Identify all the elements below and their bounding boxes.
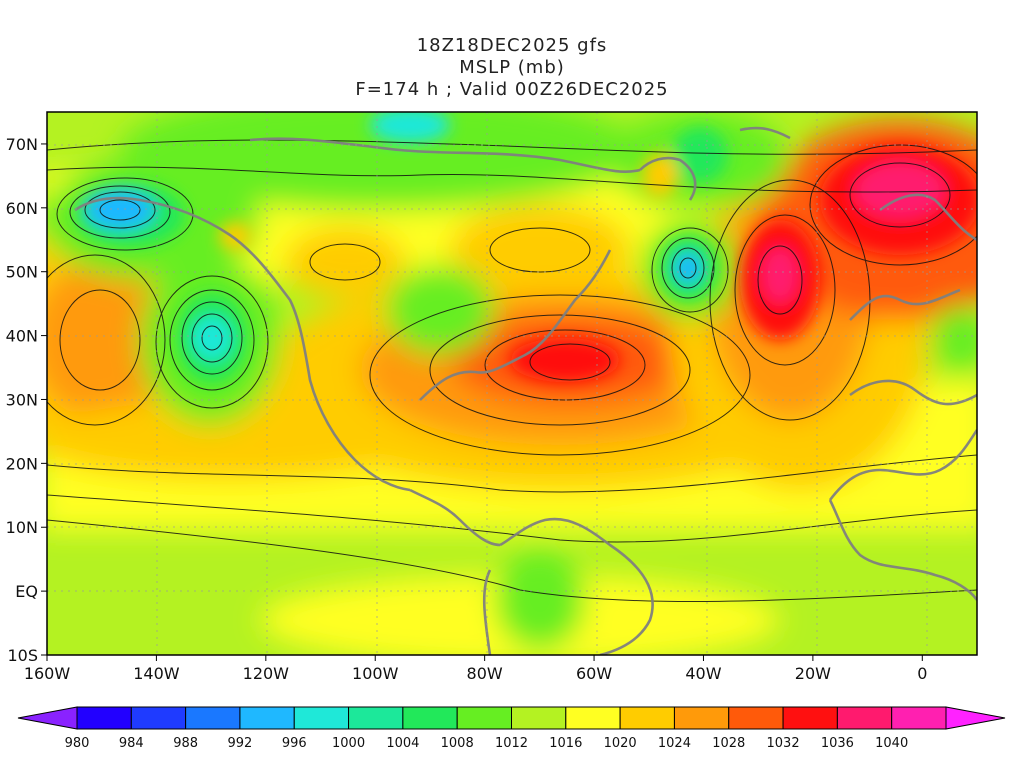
colorbar-swatch: [185, 706, 241, 730]
colorbar-swatch: [511, 706, 567, 730]
colorbar-under-arrow: [17, 706, 78, 730]
colorbar-swatch: [891, 706, 947, 730]
colorbar-swatch: [836, 706, 893, 730]
colorbar-swatch: [782, 706, 838, 730]
lat-label: 30N: [6, 390, 38, 409]
lon-label: 0: [917, 664, 927, 683]
colorbar-swatch: [402, 706, 458, 730]
lat-label: 50N: [6, 263, 38, 282]
lat-label: 70N: [6, 135, 38, 154]
colorbar-swatch: [348, 706, 404, 730]
colorbar-label: 1004: [386, 736, 419, 751]
colorbar-label: 1016: [549, 736, 582, 751]
colorbar-swatch: [728, 706, 784, 730]
colorbar-label: 1020: [604, 736, 637, 751]
colorbar-label: 984: [119, 736, 144, 751]
colorbar-label: 992: [228, 736, 253, 751]
lon-label: 80W: [467, 664, 503, 683]
lon-label: 20W: [795, 664, 831, 683]
colorbar-label: 980: [65, 736, 90, 751]
title-variable: MSLP (mb): [459, 57, 565, 78]
colorbar-label: 996: [282, 736, 307, 751]
colorbar-over-arrow: [945, 706, 1006, 730]
lon-label: 100W: [352, 664, 399, 683]
title-valid: F=174 h ; Valid 00Z26DEC2025: [355, 79, 669, 100]
colorbar-swatch: [456, 706, 512, 730]
pressure-field: [47, 112, 977, 655]
colorbar-swatch: [565, 706, 621, 730]
colorbar-label: 1032: [767, 736, 800, 751]
colorbar-label: 1036: [821, 736, 854, 751]
title-run: 18Z18DEC2025 gfs: [416, 35, 608, 56]
colorbar-label: 1000: [332, 736, 365, 751]
lon-label: 120W: [243, 664, 290, 683]
latitude-axis: 70N 60N 50N 40N 30N 20N 10N EQ 10S: [6, 135, 47, 665]
lon-label: 160W: [24, 664, 71, 683]
lat-label: 60N: [6, 199, 38, 218]
lat-label: 40N: [6, 327, 38, 346]
lon-label: 140W: [133, 664, 180, 683]
colorbar-swatch: [673, 706, 730, 730]
colorbar-label: 1012: [495, 736, 528, 751]
lat-label: EQ: [15, 582, 38, 601]
lon-label: 60W: [576, 664, 612, 683]
longitude-axis: 160W 140W 120W 100W 80W 60W 40W 20W 0: [24, 655, 927, 683]
colorbar-label: 1024: [658, 736, 691, 751]
map-frame: [46, 111, 978, 656]
colorbar: 980 984 988 992 996 1000 1004 1008 1012 1016 1020 1…: [17, 706, 1006, 751]
colorbar-label: 1040: [875, 736, 908, 751]
colorbar-swatch: [293, 706, 350, 730]
colorbar-label: 1008: [441, 736, 474, 751]
lon-label: 40W: [685, 664, 721, 683]
colorbar-swatch: [130, 706, 187, 730]
colorbar-label: 988: [173, 736, 198, 751]
colorbar-swatch: [239, 706, 295, 730]
colorbar-swatch: [619, 706, 675, 730]
colorbar-swatch: [76, 706, 132, 730]
colorbar-label: 1028: [712, 736, 745, 751]
lat-label: 20N: [6, 454, 38, 473]
lat-label: 10N: [6, 518, 38, 537]
lat-label: 10S: [7, 646, 38, 665]
